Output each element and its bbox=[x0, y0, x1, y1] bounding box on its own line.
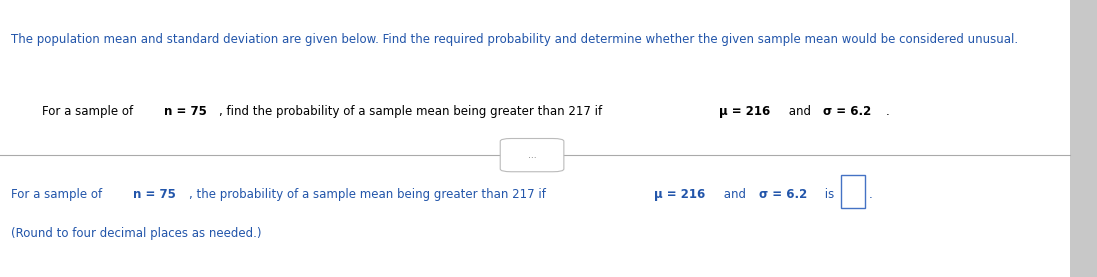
Text: , find the probability of a sample mean being greater than 217 if: , find the probability of a sample mean … bbox=[219, 105, 607, 118]
FancyBboxPatch shape bbox=[1070, 0, 1097, 277]
Text: σ = 6.2: σ = 6.2 bbox=[823, 105, 871, 118]
Text: n = 75: n = 75 bbox=[165, 105, 207, 118]
FancyBboxPatch shape bbox=[500, 138, 564, 172]
Text: μ = 216: μ = 216 bbox=[654, 188, 705, 201]
Text: (Round to four decimal places as needed.): (Round to four decimal places as needed.… bbox=[11, 227, 261, 240]
Text: For a sample of: For a sample of bbox=[42, 105, 136, 118]
Text: , the probability of a sample mean being greater than 217 if: , the probability of a sample mean being… bbox=[189, 188, 550, 201]
FancyBboxPatch shape bbox=[841, 175, 866, 208]
Text: μ = 216: μ = 216 bbox=[719, 105, 770, 118]
Text: The population mean and standard deviation are given below. Find the required pr: The population mean and standard deviati… bbox=[11, 33, 1018, 46]
Text: σ = 6.2: σ = 6.2 bbox=[758, 188, 806, 201]
Text: ...: ... bbox=[528, 151, 536, 160]
Text: is: is bbox=[821, 188, 834, 201]
Text: .: . bbox=[885, 105, 890, 118]
Text: For a sample of: For a sample of bbox=[11, 188, 105, 201]
FancyBboxPatch shape bbox=[0, 0, 1070, 277]
Text: and: and bbox=[784, 105, 814, 118]
Text: .: . bbox=[869, 188, 872, 201]
Text: n = 75: n = 75 bbox=[134, 188, 177, 201]
Text: and: and bbox=[720, 188, 750, 201]
